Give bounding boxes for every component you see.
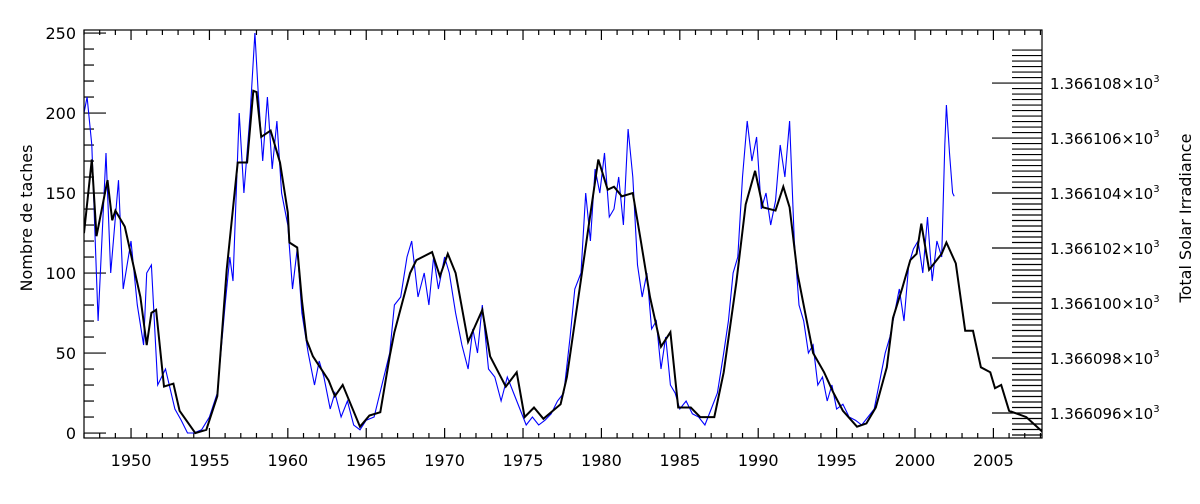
y2-tick-label: 1.366100×103 [1050,294,1160,313]
y2-tick-label: 1.366104×103 [1050,184,1160,203]
x-tick-label: 1990 [738,451,779,470]
x-tick-label: 1965 [346,451,387,470]
x-tick-label: 1995 [816,451,857,470]
series-tsi-line [84,89,1042,435]
axis-ticks [83,30,1042,438]
y-tick-label: 0 [66,424,76,443]
x-tick-label: 1955 [189,451,230,470]
x-tick-label: 2000 [895,451,936,470]
y2-tick-label: 1.366108×103 [1050,74,1160,93]
tick-labels: 1950 1955 1960 1965 1970 1975 1980 1985 1990 1995… [45,24,1159,470]
y-tick-label: 250 [45,24,76,43]
x-tick-label: 1960 [267,451,308,470]
plot-area [84,32,1042,435]
x-tick-label: 1985 [659,451,700,470]
y2-axis-label: Total Solar Irradiance [1176,134,1195,304]
y-tick-label: 200 [45,104,76,123]
x-tick-label: 1975 [503,451,544,470]
x-tick-label: 1970 [424,451,465,470]
series-sunspot-line [84,32,955,434]
y2-tick-label: 1.366102×103 [1050,239,1160,258]
y-tick-label: 150 [45,184,76,203]
y-tick-label: 50 [56,344,76,363]
x-tick-label: 1980 [581,451,622,470]
y2-tick-label: 1.366106×103 [1050,129,1160,148]
x-tick-label: 1950 [111,451,152,470]
y-axis-label: Nombre de taches [17,145,36,292]
plot-frame [83,29,1043,439]
y2-tick-label: 1.366098×103 [1050,349,1160,368]
y-tick-label: 100 [45,264,76,283]
y2-tick-label: 1.366096×103 [1050,404,1160,423]
x-tick-label: 2005 [973,451,1014,470]
